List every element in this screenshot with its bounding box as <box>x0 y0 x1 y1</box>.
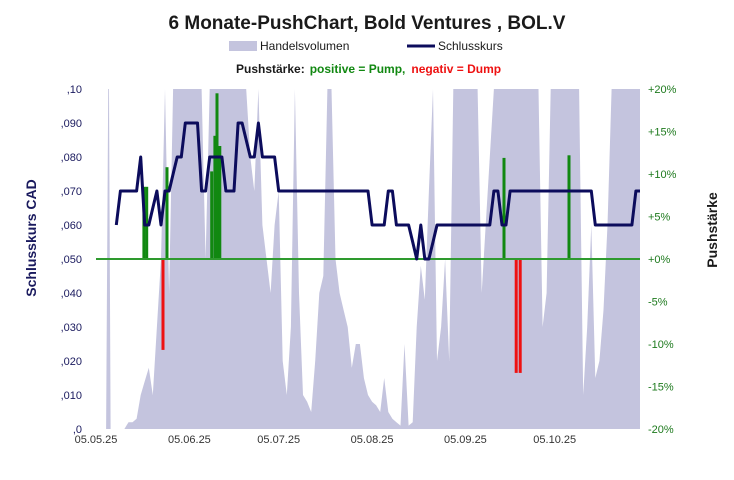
left-tick-label: ,080 <box>61 152 82 164</box>
legend-volume-swatch <box>229 41 257 51</box>
pump-bar <box>145 186 149 260</box>
left-tick-label: ,090 <box>61 118 82 130</box>
left-tick-label: ,040 <box>61 288 82 300</box>
right-tick-label: +10% <box>648 169 677 181</box>
legend-volume-label: Handelsvolumen <box>260 39 349 53</box>
left-tick-label: ,010 <box>61 390 82 402</box>
right-axis-ticks: -20% -15% -10% -5% +0% +5% +10% +15% +20% <box>648 84 677 436</box>
chart-title: 6 Monate-PushChart, Bold Ventures , BOL.… <box>169 13 566 34</box>
right-axis-title: Pushstärke <box>704 192 720 268</box>
dump-bar <box>161 259 165 350</box>
x-tick-label: 05.06.25 <box>168 434 211 446</box>
x-tick-label: 05.05.25 <box>75 434 118 446</box>
price-line <box>114 121 640 261</box>
push-subtitle-negative: negativ = Dump <box>411 62 501 76</box>
right-tick-label: -15% <box>648 382 674 394</box>
right-tick-label: -20% <box>648 424 674 436</box>
legend: Handelsvolumen Schlusskurs <box>229 39 503 53</box>
pump-bar <box>215 93 219 260</box>
x-tick-label: 05.07.25 <box>257 434 300 446</box>
pump-bar <box>218 146 222 259</box>
pump-bar <box>165 167 169 259</box>
left-tick-label: ,0 <box>73 424 82 436</box>
left-axis-ticks: ,0 ,010 ,020 ,030 ,040 ,050 ,060 ,070 ,080 ,090 ,1… <box>61 84 82 436</box>
left-tick-label: ,060 <box>61 220 82 232</box>
right-tick-label: +0% <box>648 254 671 266</box>
left-tick-label: ,020 <box>61 356 82 368</box>
left-tick-label: ,050 <box>61 254 82 266</box>
pump-bar <box>210 171 214 259</box>
push-subtitle-prefix: Pushstärke: <box>236 62 305 76</box>
x-axis-ticks: 05.05.25 05.06.25 05.07.25 05.08.25 05.09.25… <box>75 434 577 446</box>
right-tick-label: +15% <box>648 127 677 139</box>
push-subtitle-positive: positive = Pump, <box>310 62 406 76</box>
right-tick-label: -5% <box>648 297 668 309</box>
push-subtitle: Pushstärke: positive = Pump, negativ = Dum… <box>236 62 501 76</box>
legend-price-label: Schlusskurs <box>438 39 503 53</box>
left-axis-title: Schlusskurs CAD <box>23 179 39 296</box>
left-tick-label: ,10 <box>67 84 82 96</box>
x-tick-label: 05.09.25 <box>444 434 487 446</box>
right-tick-label: +20% <box>648 84 677 96</box>
pump-bar <box>567 155 571 259</box>
pump-bar <box>213 135 217 260</box>
dump-bar <box>518 259 522 373</box>
left-tick-label: ,030 <box>61 322 82 334</box>
dump-bar <box>514 259 518 373</box>
price-line-layer <box>114 121 640 261</box>
right-tick-label: -10% <box>648 339 674 351</box>
x-tick-label: 05.10.25 <box>533 434 576 446</box>
x-tick-label: 05.08.25 <box>351 434 394 446</box>
right-tick-label: +5% <box>648 212 671 224</box>
pump-bar <box>502 157 506 259</box>
left-tick-label: ,070 <box>61 186 82 198</box>
